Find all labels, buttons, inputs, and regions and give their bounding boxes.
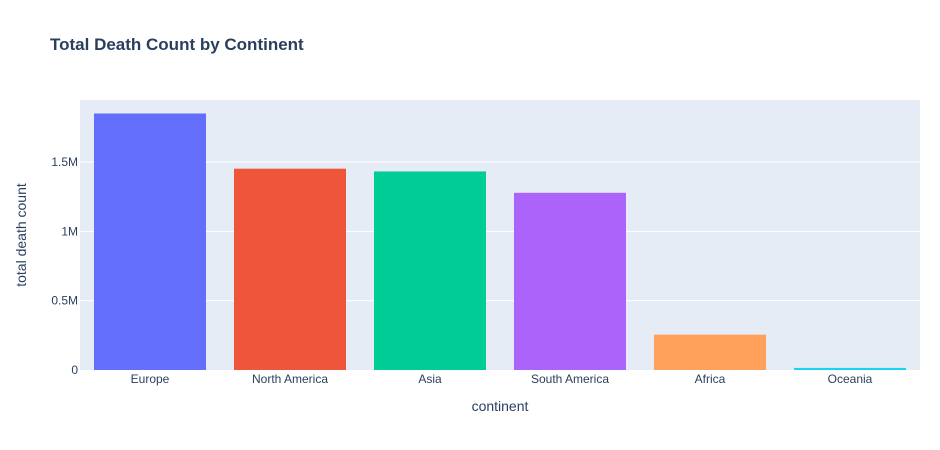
bar-oceania	[794, 367, 906, 370]
y-tick-label: 1.5M	[51, 155, 78, 169]
x-axis-ticks: Europe North America Asia South America Afri…	[131, 372, 873, 386]
bar-africa	[654, 334, 766, 370]
bar-north-america	[234, 168, 346, 370]
x-tick-label: North America	[252, 372, 328, 386]
y-axis-title: total death count	[13, 183, 29, 287]
x-tick-label: Oceania	[828, 372, 873, 386]
y-tick-label: 0	[71, 363, 78, 377]
x-tick-label: Asia	[418, 372, 442, 386]
x-tick-label: Africa	[695, 372, 726, 386]
gridlines	[80, 161, 920, 302]
x-axis-title: continent	[472, 398, 529, 414]
y-tick-label: 0.5M	[51, 294, 78, 308]
y-tick-label: 1M	[61, 224, 78, 238]
bar-south-america	[514, 192, 626, 370]
plot-area	[80, 100, 920, 370]
y-axis-ticks: 0 0.5M 1M 1.5M	[51, 155, 78, 377]
x-tick-label: South America	[531, 372, 609, 386]
chart-title: Total Death Count by Continent	[50, 35, 304, 54]
bar-europe	[94, 113, 206, 371]
bar-asia	[374, 171, 486, 370]
x-tick-label: Europe	[131, 372, 170, 386]
bar-series	[94, 113, 906, 371]
